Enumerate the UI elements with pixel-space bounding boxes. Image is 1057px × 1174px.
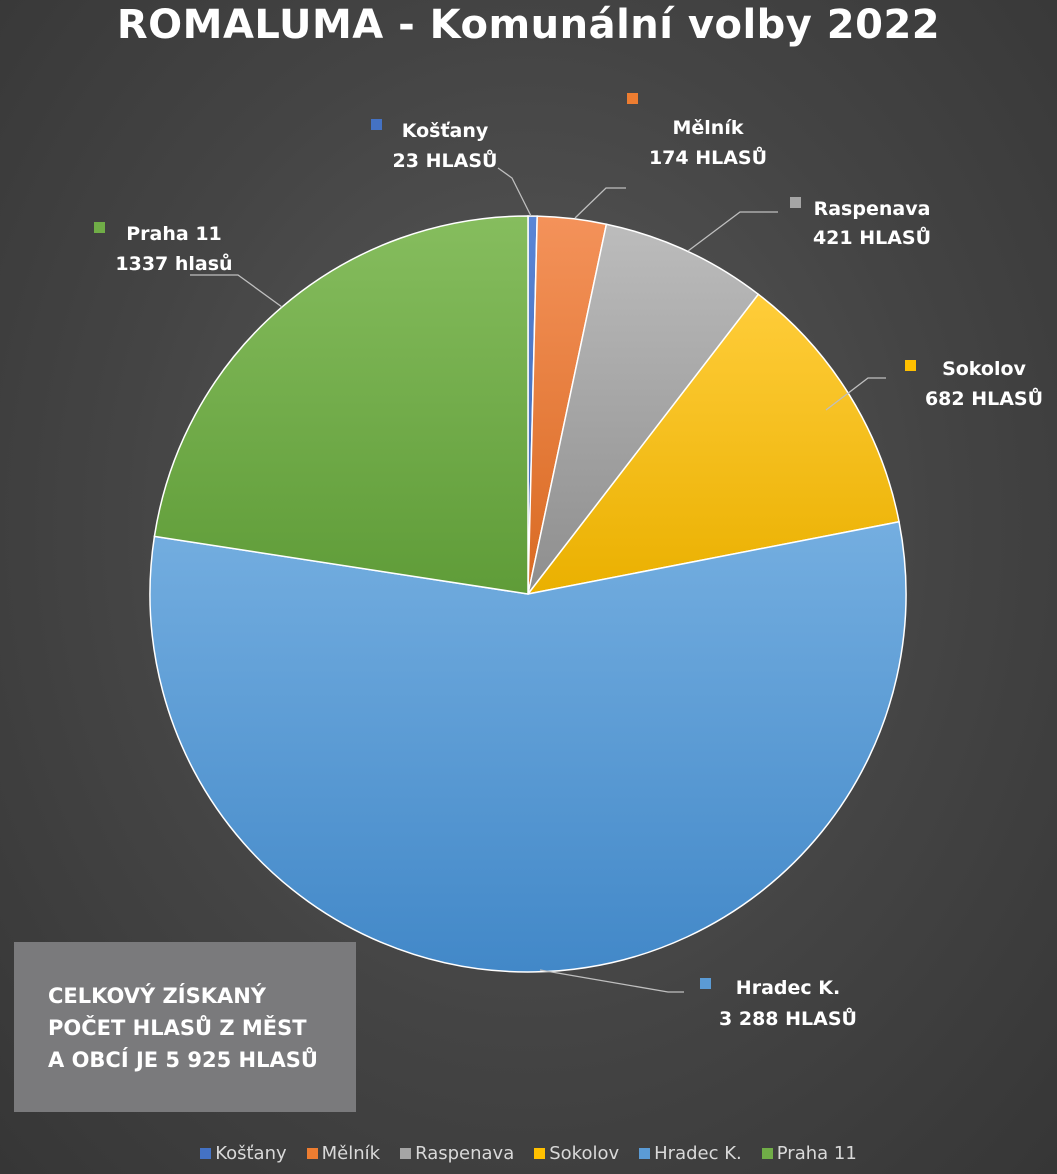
leader-line-0 <box>497 167 532 217</box>
data-label-name: Sokolov <box>942 358 1026 380</box>
legend-item: Košťany <box>200 1142 287 1164</box>
data-label-name: Mělník <box>673 117 744 139</box>
leader-line-5 <box>190 274 283 308</box>
legend-swatch <box>200 1147 212 1159</box>
data-label-value: 23 HLASŮ <box>393 148 498 172</box>
callout-swatch-5 <box>94 222 105 233</box>
legend: Košťany Mělník Raspenava Sokolov Hradec K. Pr… <box>0 1140 1057 1166</box>
data-label-name: Praha 11 <box>126 223 222 245</box>
data-label-value: 1337 hlasů <box>115 252 232 275</box>
summary-line: POČET HLASŮ Z MĚST <box>48 1016 307 1040</box>
legend-label: Hradec K. <box>654 1142 742 1164</box>
callout-swatch-3 <box>905 360 916 371</box>
legend-label: Mělník <box>321 1142 381 1164</box>
legend-label: Sokolov <box>549 1142 620 1164</box>
data-label-name: Raspenava <box>814 198 931 220</box>
legend-item: Raspenava <box>400 1143 514 1164</box>
data-label-value: 3 288 HLASŮ <box>719 1006 857 1030</box>
leader-line-2 <box>687 211 778 252</box>
summary-line: CELKOVÝ ZÍSKANÝ <box>48 984 266 1008</box>
legend-label: Raspenava <box>415 1142 515 1164</box>
legend-swatch <box>761 1147 773 1159</box>
data-label-name: Košťany <box>402 120 489 142</box>
legend-swatch <box>400 1147 412 1159</box>
data-label-value: 682 HLASŮ <box>925 386 1043 410</box>
pie-slice-3 <box>526 293 900 596</box>
leader-line-1 <box>574 187 626 219</box>
legend-swatch <box>639 1147 651 1159</box>
data-label-value: 174 HLASŮ <box>649 145 767 169</box>
legend-label: Košťany <box>215 1142 287 1164</box>
legend-item: Praha 11 <box>761 1142 857 1164</box>
data-label-value: 421 HLASŮ <box>813 225 931 249</box>
callout-swatch-0 <box>371 119 382 130</box>
legend-swatch <box>306 1147 318 1159</box>
callout-swatch-1 <box>627 93 638 104</box>
callout-swatch-4 <box>700 978 711 989</box>
legend-item: Hradec K. <box>639 1143 742 1164</box>
pie-slice-2 <box>527 223 760 595</box>
leader-line-3 <box>825 377 886 411</box>
leader-line-4 <box>539 969 684 993</box>
callout-swatch-2 <box>790 197 801 208</box>
legend-item: Sokolov <box>534 1143 619 1164</box>
legend-item: Mělník <box>306 1142 381 1164</box>
legend-label: Praha 11 <box>776 1142 857 1164</box>
pie-slice-4 <box>149 520 907 973</box>
summary-line: A OBCÍ JE 5 925 HLASŮ <box>48 1048 318 1072</box>
summary-box: CELKOVÝ ZÍSKANÝ POČET HLASŮ Z MĚST A OBC… <box>14 942 356 1112</box>
data-label-name: Hradec K. <box>736 977 840 999</box>
legend-swatch <box>534 1147 546 1159</box>
chart-title: ROMALUMA - Komunální volby 2022 <box>116 2 941 48</box>
